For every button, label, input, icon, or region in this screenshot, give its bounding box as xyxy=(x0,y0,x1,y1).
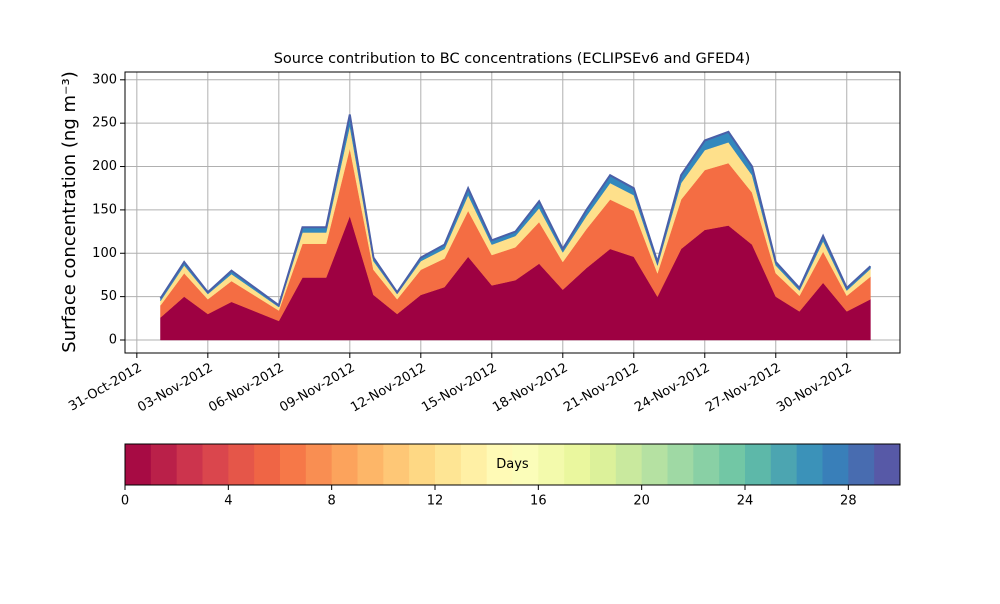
y-tick-label: 50 xyxy=(100,289,117,304)
colorbar-patch xyxy=(693,444,720,485)
colorbar-patch xyxy=(228,444,255,485)
colorbar-tick-label: 20 xyxy=(633,494,650,509)
colorbar-tick-label: 0 xyxy=(121,494,129,509)
colorbar-patch xyxy=(409,444,436,485)
colorbar-tick-label: 28 xyxy=(840,494,857,509)
colorbar-patch xyxy=(331,444,358,485)
colorbar-patch xyxy=(822,444,849,485)
colorbar-patch xyxy=(254,444,281,485)
colorbar-tick-label: 8 xyxy=(328,494,336,509)
colorbar-patch xyxy=(538,444,565,485)
colorbar-tick-label: 4 xyxy=(224,494,232,509)
y-tick-label: 300 xyxy=(92,72,117,87)
colorbar-tick-label: 12 xyxy=(427,494,444,509)
colorbar-patch xyxy=(202,444,229,485)
colorbar-patch xyxy=(460,444,488,485)
colorbar-patch xyxy=(770,444,798,485)
colorbar-tick-label: 24 xyxy=(737,494,754,509)
colorbar-patch xyxy=(796,444,823,485)
y-tick-label: 150 xyxy=(92,202,117,217)
colorbar-patch xyxy=(176,444,203,485)
colorbar-patch xyxy=(641,444,668,485)
colorbar-patch xyxy=(280,444,307,485)
outline xyxy=(159,114,872,307)
colorbar-patch xyxy=(874,444,901,485)
colorbar-patch xyxy=(486,444,513,485)
colorbar-patch xyxy=(383,444,410,485)
plot-frame xyxy=(124,71,901,354)
y-axis-label: Surface concentration (ng m⁻³) xyxy=(59,71,80,353)
y-tick-label: 200 xyxy=(92,159,117,174)
colorbar-patch xyxy=(590,444,617,485)
y-tick-label: 250 xyxy=(92,116,117,131)
colorbar-patch xyxy=(745,444,772,485)
colorbar-patch xyxy=(435,444,462,485)
colorbar-patch xyxy=(305,444,333,485)
colorbar-patch xyxy=(150,444,178,485)
colorbar-patch xyxy=(564,444,591,485)
colorbar-patch xyxy=(357,444,384,485)
colorbar-patch xyxy=(615,444,643,485)
y-tick-label: 100 xyxy=(92,246,117,261)
colorbar-label: Days xyxy=(496,457,529,472)
chart-title: Source contribution to BC concentrations… xyxy=(274,51,751,67)
colorbar-patch xyxy=(125,444,152,485)
colorbar-tick-label: 16 xyxy=(530,494,547,509)
colorbar-patch xyxy=(667,444,694,485)
colorbar-frame xyxy=(124,443,901,486)
y-tick-label: 0 xyxy=(109,332,117,347)
colorbar-patch xyxy=(719,444,746,485)
colorbar-patch xyxy=(512,444,539,485)
colorbar-patch xyxy=(848,444,875,485)
